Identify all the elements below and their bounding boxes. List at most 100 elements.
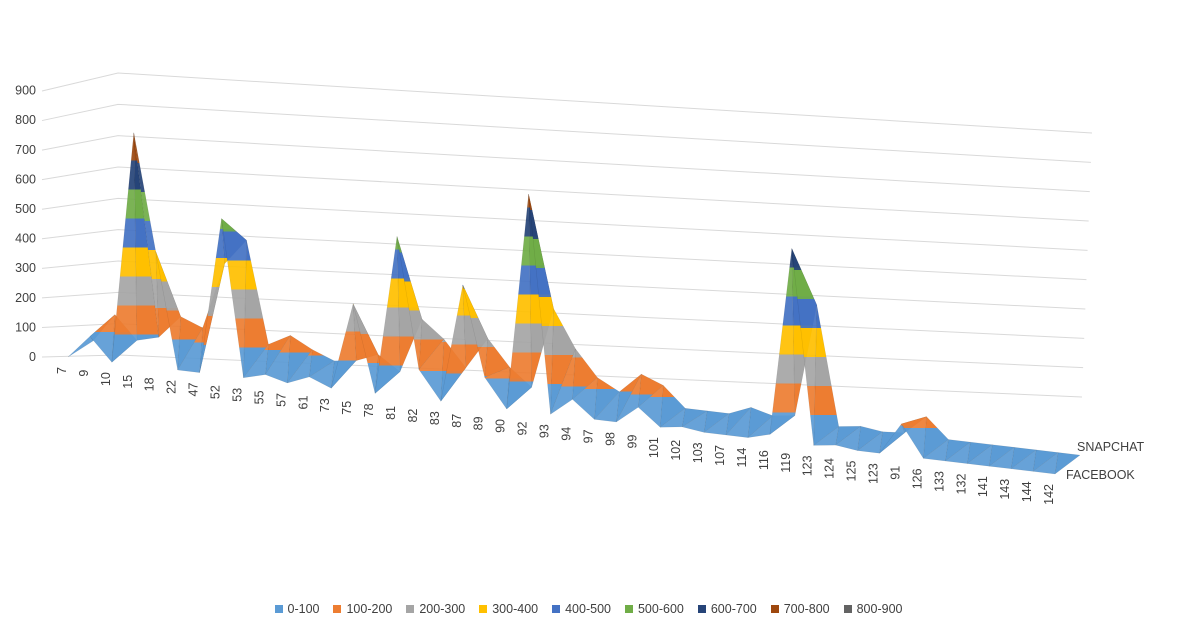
surface-facet [922,439,949,462]
x-tick-label: 119 [779,453,793,473]
surface-facet [67,336,94,358]
x-tick-label: 9 [77,370,91,377]
y-tick-label: 800 [15,113,36,127]
surface-facet [89,314,116,363]
legend-label: 300-400 [492,602,539,616]
x-tick-label: 123 [867,463,881,484]
legend-label: 100-200 [346,602,393,616]
surface-facet [506,194,532,410]
gridline [41,135,1090,193]
x-tick-label: 61 [296,396,310,410]
y-tick-label: 900 [15,84,36,98]
x-tick-label: 81 [384,406,398,420]
y-tick-label: 400 [15,232,36,246]
legend-swatch [843,605,852,613]
x-tick-label: 7 [55,367,69,374]
surface-facet [901,416,927,460]
y-tick-label: 100 [15,320,36,334]
x-tick-label: 99 [625,435,639,449]
legend-swatch [479,605,488,613]
x-tick-label: 75 [340,401,354,415]
surface-facet [835,425,861,451]
legend-item: 700-800 [770,602,830,616]
y-tick-label: 200 [15,291,36,305]
legend-label: 0-100 [287,602,320,616]
surface-facet [879,423,905,454]
surface-facet [331,303,357,389]
surface-facet [769,248,796,435]
surface-facet [177,327,203,373]
surface-facet [286,348,313,384]
surface-facet [988,446,1015,470]
surface-facet [199,218,225,373]
y-tick-label: 300 [15,261,36,275]
legend-item: 0-100 [274,602,320,616]
legend-label: 400-500 [565,602,611,616]
surface-facet [944,441,971,464]
surface-facet [484,337,511,378]
legend-item: 800-900 [843,602,902,616]
x-tick-label: 83 [428,411,442,425]
surface-facet [484,366,510,410]
x-tick-label: 114 [735,448,749,468]
surface-facet [374,236,401,394]
legend-item: 200-300 [406,602,465,616]
x-tick-label: 89 [472,416,486,430]
series-axis-labels: FACEBOOK SNAPCHAT [1066,440,1145,482]
x-tick-label: 73 [318,398,332,412]
gridline [41,260,1086,310]
surface-facet [462,284,489,378]
x-tick-label: 98 [603,432,617,446]
legend-label: 200-300 [419,602,466,616]
y-tick-label: 600 [15,172,36,186]
x-tick-label: 78 [362,403,376,417]
x-tick-label: 101 [647,437,661,458]
x-tick-label: 22 [165,380,179,394]
x-tick-label: 132 [954,474,968,495]
gridline [41,166,1089,222]
x-axis-ticks: 7 9 10 15 18 22 47 52 53 55 57 61 73 75 78 81 82 83 87 89 90… [55,367,1056,505]
surface-facet [1010,449,1037,472]
x-tick-label: 141 [976,476,990,497]
legend-label: 600-700 [710,602,757,616]
x-tick-label: 144 [1020,481,1034,502]
legend-item: 600-700 [697,602,757,616]
legend-label: 500-600 [637,602,684,616]
x-tick-label: 55 [252,390,266,404]
surface-facet [703,413,730,436]
x-tick-label: 92 [516,422,530,436]
x-tick-label: 91 [888,466,902,480]
surface-facet [593,391,620,423]
legend-label: 700-800 [783,602,830,616]
x-tick-label: 102 [669,440,683,461]
surface-facet [659,407,686,428]
x-tick-label: 107 [713,445,727,466]
x-tick-label: 53 [230,388,244,402]
legend-swatch [770,605,779,613]
surface-facet [681,410,708,433]
x-tick-label: 87 [450,414,464,428]
surface-plot [67,132,1081,475]
surface-facet [791,248,818,446]
surface-facet [616,373,642,423]
x-tick-label: 143 [998,479,1012,500]
surface-facet [637,384,664,428]
x-tick-label: 52 [209,385,223,399]
x-tick-label: 97 [581,429,595,443]
x-tick-label: 90 [494,419,508,433]
legend-item: 100-200 [333,602,392,616]
surface-facet [1032,452,1059,475]
x-tick-label: 142 [1042,484,1056,505]
x-tick-label: 116 [757,450,771,470]
x-tick-label: 125 [845,461,859,482]
surface-facet [725,406,752,438]
x-tick-label: 18 [143,377,157,391]
surface-facet [155,251,181,371]
x-tick-label: 133 [932,471,946,492]
x-tick-label: 47 [187,383,201,397]
surface-facet [945,439,971,462]
legend-swatch [406,605,415,613]
gridlines [41,72,1093,398]
y-axis-ticks: 0 100 200 300 400 500 600 700 800 900 [15,84,36,364]
